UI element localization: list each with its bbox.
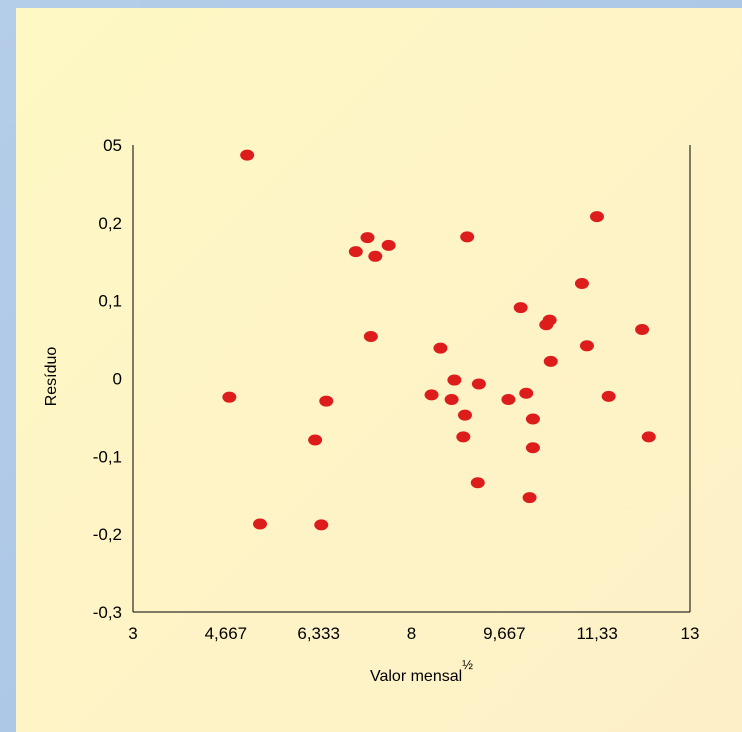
data-point	[252, 518, 267, 530]
data-point	[424, 389, 439, 401]
data-point	[579, 340, 594, 352]
data-point	[641, 431, 656, 443]
x-axis-title-text: Valor mensal	[370, 668, 462, 685]
data-point	[319, 395, 334, 407]
data-point	[360, 232, 375, 244]
data-point	[574, 278, 589, 290]
data-point	[601, 390, 616, 402]
x-tick-label: 13	[681, 624, 700, 643]
x-tick-label: 6,333	[297, 624, 340, 643]
data-point	[635, 323, 650, 335]
data-point	[456, 431, 471, 443]
data-point	[308, 434, 323, 446]
data-point	[363, 330, 378, 342]
data-point	[522, 492, 537, 504]
data-points	[222, 149, 656, 531]
y-axis-title: Resíduo	[43, 347, 60, 407]
scatter-chart: -0,3 -0,2 -0,1 0 0,1 0,2 05 3 4,667 6,333 8 9,667 1…	[43, 136, 699, 685]
x-tick-label: 8	[407, 624, 416, 643]
data-point	[348, 246, 363, 258]
y-tick-label: 05	[103, 136, 122, 155]
data-point	[470, 477, 485, 489]
x-tick-labels: 3 4,667 6,333 8 9,667 11,33 13	[128, 624, 699, 643]
x-tick-label: 11,33	[577, 624, 618, 643]
y-tick-label: -0,3	[93, 603, 122, 622]
data-point	[240, 149, 255, 161]
y-tick-label: -0,1	[93, 447, 122, 466]
x-tick-label: 9,667	[483, 624, 526, 643]
chart-axes	[132, 145, 691, 613]
data-point	[222, 391, 237, 403]
y-tick-labels: -0,3 -0,2 -0,1 0 0,1 0,2 05	[93, 136, 122, 622]
y-tick-label: 0	[113, 370, 122, 389]
data-point	[433, 342, 448, 354]
data-point	[589, 211, 604, 223]
data-point	[471, 378, 486, 390]
data-point	[368, 250, 383, 262]
y-tick-label: 0,1	[98, 292, 122, 311]
data-point	[444, 394, 459, 406]
data-point	[501, 394, 516, 406]
slide-background: -0,3 -0,2 -0,1 0 0,1 0,2 05 3 4,667 6,333 8 9,667 1…	[16, 8, 742, 732]
data-point	[460, 231, 475, 243]
x-tick-label: 3	[128, 624, 137, 643]
data-point	[314, 519, 329, 531]
data-point	[543, 355, 558, 367]
y-tick-label: -0,2	[93, 525, 122, 544]
data-point	[447, 374, 462, 386]
x-axis-title-superscript: ½	[462, 657, 473, 672]
data-point	[519, 387, 534, 399]
y-tick-label: 0,2	[98, 214, 122, 233]
data-point	[525, 442, 540, 454]
data-point	[381, 239, 396, 251]
data-point	[513, 302, 528, 314]
data-point	[542, 314, 557, 326]
x-axis-title: Valor mensal½	[370, 657, 473, 685]
x-tick-label: 4,667	[205, 624, 248, 643]
data-point	[457, 409, 472, 421]
data-point	[525, 413, 540, 425]
